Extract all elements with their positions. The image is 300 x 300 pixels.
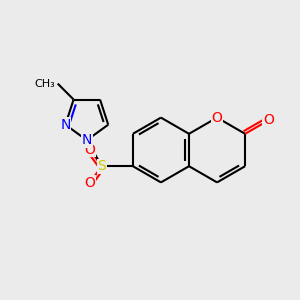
Text: CH₃: CH₃: [34, 79, 55, 88]
Text: O: O: [212, 111, 223, 124]
Text: S: S: [98, 159, 106, 173]
Text: O: O: [263, 113, 274, 127]
Text: O: O: [84, 176, 95, 190]
Text: O: O: [84, 143, 95, 157]
Text: N: N: [82, 133, 92, 147]
Text: N: N: [60, 118, 70, 132]
